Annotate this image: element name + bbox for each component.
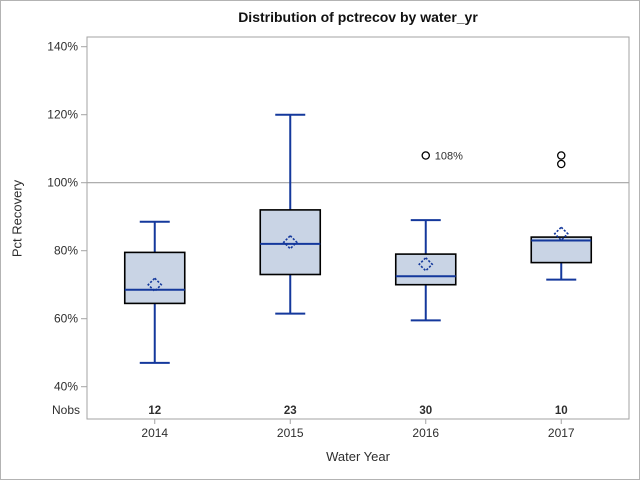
y-tick-label: 140%	[47, 40, 78, 54]
y-tick-label: 120%	[47, 108, 78, 122]
mean-diamond	[418, 256, 434, 272]
plot-frame	[86, 36, 630, 420]
nobs-value: 30	[419, 405, 432, 417]
x-tick-label: 2015	[277, 426, 304, 440]
box-iqr	[394, 253, 457, 286]
nobs-value: 10	[555, 405, 568, 417]
x-tick-label: 2017	[548, 426, 575, 440]
outlier-label: 108%	[435, 151, 463, 163]
outlier-marker	[421, 151, 430, 160]
outlier-marker	[557, 159, 566, 169]
box-iqr	[123, 251, 186, 305]
nobs-value: 23	[284, 405, 297, 417]
box-iqr	[259, 209, 322, 276]
y-tick-label: 100%	[47, 176, 78, 190]
y-tick-label: 80%	[54, 244, 78, 258]
mean-diamond	[147, 277, 163, 293]
y-tick-label: 60%	[54, 312, 78, 326]
x-tick-label: 2014	[141, 426, 168, 440]
chart-title: Distribution of pctrecov by water_yr	[238, 9, 478, 25]
x-tick-label: 2016	[412, 426, 439, 440]
x-axis-label: Water Year	[326, 449, 390, 464]
y-tick-label: 40%	[54, 380, 78, 394]
nobs-header: Nobs	[51, 403, 80, 417]
mean-diamond	[282, 234, 298, 250]
nobs-value: 12	[148, 405, 161, 417]
outlier-marker	[557, 151, 566, 160]
mean-diamond	[553, 226, 569, 242]
